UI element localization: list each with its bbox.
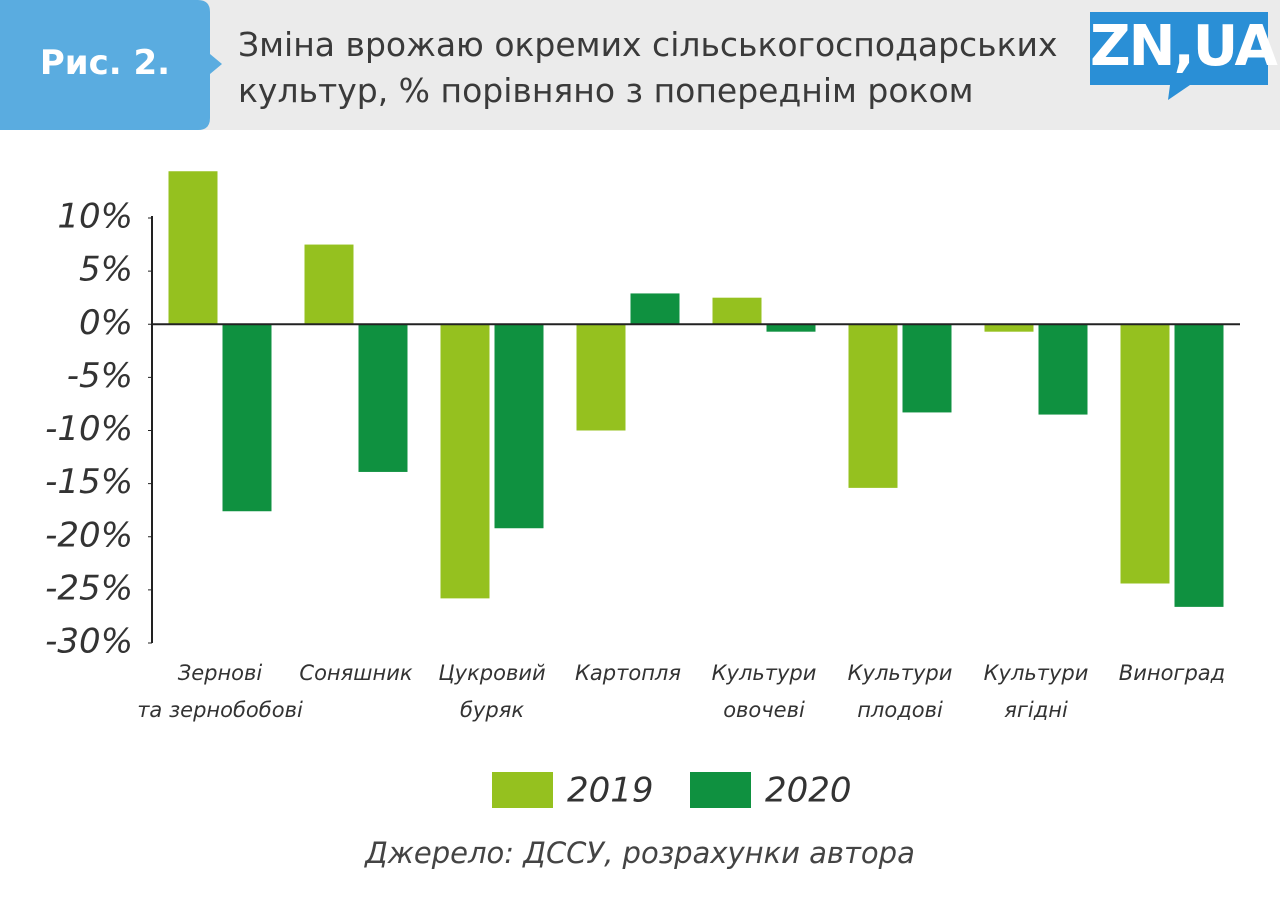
legend-label: 2019 bbox=[567, 771, 654, 811]
bar bbox=[304, 244, 354, 325]
figure-badge bbox=[0, 0, 222, 130]
bar bbox=[168, 171, 218, 325]
bar bbox=[358, 324, 408, 472]
x-tick-label: Картопля bbox=[575, 661, 681, 685]
bar bbox=[494, 324, 544, 529]
bar bbox=[902, 324, 952, 413]
y-tick-label: -15% bbox=[45, 462, 133, 502]
bar bbox=[222, 324, 272, 512]
legend-label: 2020 bbox=[765, 771, 852, 811]
y-tick-label: -10% bbox=[45, 409, 133, 449]
x-tick-label: Культури ягідні bbox=[983, 661, 1089, 722]
figure-label: Рис. 2. bbox=[39, 43, 171, 83]
bar bbox=[1174, 324, 1224, 607]
legend-swatch bbox=[690, 772, 751, 808]
bar bbox=[766, 324, 816, 332]
bar bbox=[984, 324, 1034, 332]
logo-box bbox=[1090, 12, 1268, 100]
source-note: Джерело: ДССУ, розрахунки автора bbox=[365, 836, 915, 870]
bar bbox=[848, 324, 898, 488]
bar bbox=[576, 324, 626, 431]
x-tick-label: Культури плодові bbox=[847, 661, 953, 722]
y-tick-label: -20% bbox=[45, 515, 133, 555]
bar bbox=[440, 324, 490, 599]
y-tick-label: 10% bbox=[57, 197, 133, 237]
bar bbox=[1038, 324, 1088, 415]
y-tick-label: -5% bbox=[67, 356, 133, 396]
x-tick-label: Зернові та зернобобові bbox=[137, 661, 303, 722]
y-tick-label: 0% bbox=[79, 303, 133, 343]
x-tick-label: Виноград bbox=[1118, 661, 1226, 685]
x-tick-label: Соняшник bbox=[299, 661, 413, 685]
y-tick-label: 5% bbox=[79, 250, 133, 290]
x-tick-label: Культури овочеві bbox=[711, 661, 817, 722]
logo: ZN,UA bbox=[1090, 14, 1278, 79]
x-tick-label: Цукровий буряк bbox=[438, 661, 546, 722]
y-tick-label: -25% bbox=[45, 568, 133, 608]
legend-swatch bbox=[492, 772, 553, 808]
bar bbox=[1120, 324, 1170, 584]
bar bbox=[630, 293, 680, 325]
y-tick-label: -30% bbox=[45, 622, 133, 662]
chart-title: Зміна врожаю окремих сільськогосподарськ… bbox=[238, 25, 1058, 110]
bar bbox=[712, 297, 762, 325]
